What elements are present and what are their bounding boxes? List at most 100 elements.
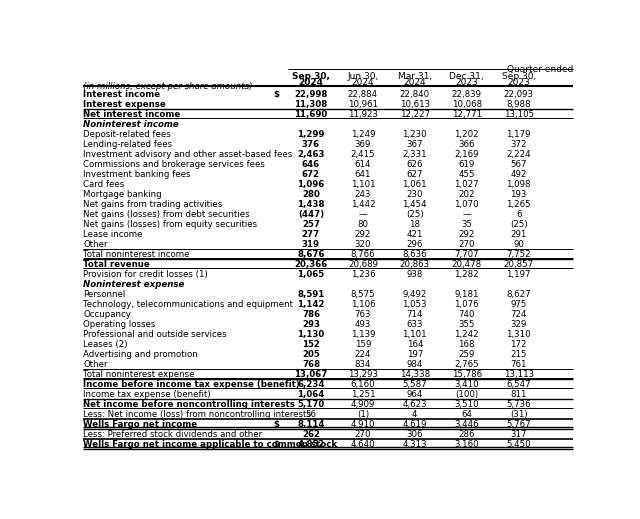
Text: Card fees: Card fees [83,180,124,189]
Text: 80: 80 [357,220,369,229]
Text: 2023: 2023 [508,78,530,87]
Text: $: $ [274,90,280,99]
Text: 761: 761 [511,360,527,370]
Text: Occupancy: Occupancy [83,310,131,319]
Text: 9,492: 9,492 [403,290,427,299]
Text: Provision for credit losses (1): Provision for credit losses (1) [83,270,208,279]
Text: 455: 455 [458,170,475,179]
Text: 2024: 2024 [351,78,374,87]
Text: Mar 31,: Mar 31, [397,72,432,81]
Text: 3,410: 3,410 [454,380,479,389]
Text: 3,446: 3,446 [454,420,479,429]
Text: Investment banking fees: Investment banking fees [83,170,191,179]
Text: 1,053: 1,053 [403,300,427,309]
Text: 6,234: 6,234 [297,380,324,389]
Text: 13,105: 13,105 [504,110,534,119]
Text: 1,454: 1,454 [403,200,427,209]
Text: 492: 492 [511,170,527,179]
Text: 1,065: 1,065 [298,270,324,279]
Text: Less: Net income (loss) from noncontrolling interests: Less: Net income (loss) from noncontroll… [83,411,311,419]
Text: 1,442: 1,442 [351,200,375,209]
Text: Deposit-related fees: Deposit-related fees [83,130,171,139]
Text: 1,096: 1,096 [298,180,324,189]
Text: 224: 224 [355,350,371,359]
Text: 834: 834 [355,360,371,370]
Text: Lending-related fees: Lending-related fees [83,140,172,149]
Text: 319: 319 [302,240,320,249]
Text: Less: Preferred stock dividends and other: Less: Preferred stock dividends and othe… [83,430,262,440]
Text: 280: 280 [302,190,320,199]
Text: Personnel: Personnel [83,290,125,299]
Text: 10,961: 10,961 [348,100,378,109]
Text: 22,839: 22,839 [452,90,482,99]
Text: 672: 672 [302,170,320,179]
Text: 1,230: 1,230 [403,130,427,139]
Text: Other: Other [83,360,108,370]
Text: 366: 366 [458,140,475,149]
Text: 2023: 2023 [455,78,478,87]
Text: 367: 367 [406,140,423,149]
Text: (31): (31) [510,411,527,419]
Text: 421: 421 [406,230,423,239]
Text: 168: 168 [458,340,475,349]
Text: Leases (2): Leases (2) [83,340,127,349]
Text: 172: 172 [511,340,527,349]
Text: 376: 376 [302,140,320,149]
Text: 355: 355 [458,320,475,329]
Text: 1,282: 1,282 [454,270,479,279]
Text: 202: 202 [458,190,475,199]
Text: (in millions, except per share amounts): (in millions, except per share amounts) [83,81,253,90]
Text: 7,752: 7,752 [506,250,531,259]
Text: 152: 152 [302,340,320,349]
Text: 8,627: 8,627 [506,290,531,299]
Text: 714: 714 [406,310,423,319]
Text: 2024: 2024 [298,78,323,87]
Text: (25): (25) [510,220,527,229]
Text: 14,338: 14,338 [400,370,430,379]
Text: 5,450: 5,450 [506,440,531,449]
Text: 277: 277 [302,230,320,239]
Text: 4,619: 4,619 [403,420,427,429]
Text: Wells Fargo net income applicable to common stock: Wells Fargo net income applicable to com… [83,440,337,449]
Text: 3,160: 3,160 [454,440,479,449]
Text: 1,249: 1,249 [351,130,375,139]
Text: 811: 811 [511,390,527,399]
Text: 13,113: 13,113 [504,370,534,379]
Text: (100): (100) [455,390,478,399]
Text: Noninterest income: Noninterest income [83,120,179,129]
Text: 1,101: 1,101 [351,180,375,189]
Text: 1,098: 1,098 [506,180,531,189]
Text: Net gains (losses) from debt securities: Net gains (losses) from debt securities [83,210,250,219]
Text: Income before income tax expense (benefit): Income before income tax expense (benefi… [83,380,300,389]
Text: 984: 984 [406,360,423,370]
Text: (447): (447) [298,210,324,219]
Text: 5,170: 5,170 [298,400,324,409]
Text: Net interest income: Net interest income [83,110,180,119]
Text: Income tax expense (benefit): Income tax expense (benefit) [83,390,211,399]
Text: 13,293: 13,293 [348,370,378,379]
Text: 20,689: 20,689 [348,260,378,269]
Text: Mortgage banking: Mortgage banking [83,190,162,199]
Text: 1,027: 1,027 [454,180,479,189]
Text: Professional and outside services: Professional and outside services [83,330,227,339]
Text: 4: 4 [412,411,417,419]
Text: 646: 646 [302,160,320,169]
Text: 197: 197 [406,350,423,359]
Text: 20,366: 20,366 [294,260,328,269]
Text: 8,575: 8,575 [351,290,375,299]
Text: 8,676: 8,676 [297,250,324,259]
Text: 724: 724 [511,310,527,319]
Text: 938: 938 [406,270,423,279]
Text: 13,067: 13,067 [294,370,328,379]
Text: 1,101: 1,101 [403,330,427,339]
Text: 7,707: 7,707 [454,250,479,259]
Text: 22,840: 22,840 [400,90,430,99]
Text: 5,767: 5,767 [506,420,531,429]
Text: Net gains from trading activities: Net gains from trading activities [83,200,222,209]
Text: 11,308: 11,308 [294,100,328,109]
Text: 22,884: 22,884 [348,90,378,99]
Text: Lease income: Lease income [83,230,143,239]
Text: 786: 786 [302,310,320,319]
Text: Net gains (losses) from equity securities: Net gains (losses) from equity securitie… [83,220,257,229]
Text: 215: 215 [511,350,527,359]
